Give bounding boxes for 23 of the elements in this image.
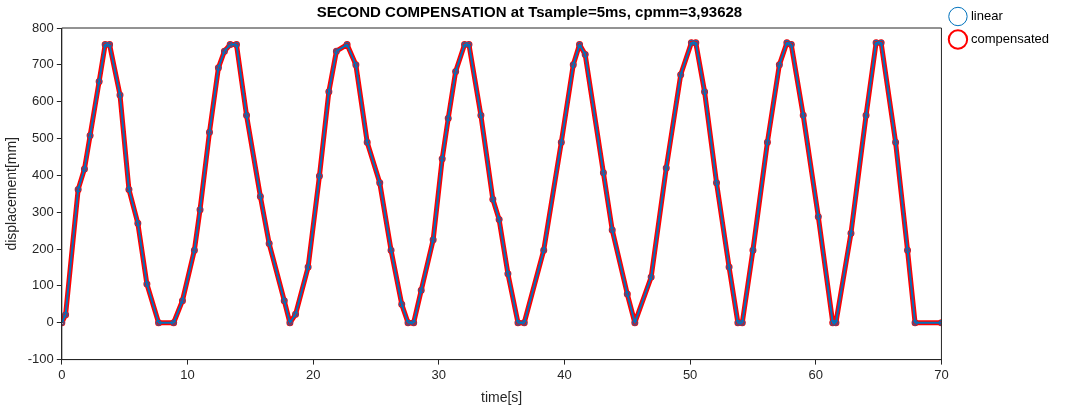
- x-tick-label: 50: [682, 366, 698, 382]
- y-axis-title: displacement[mm]: [3, 137, 20, 251]
- y-tick-label: 200: [32, 240, 54, 256]
- chart-title: SECOND COMPENSATION at Tsample=5ms, cpmm=3,93628: [316, 3, 743, 21]
- x-axis-title: time[s]: [481, 389, 523, 406]
- x-tick-label: 10: [180, 366, 195, 382]
- y-tick-label: 500: [32, 130, 54, 146]
- y-tick-label: -100: [27, 351, 54, 367]
- x-tick-label: 0: [58, 366, 66, 382]
- y-tick-label: 0: [46, 314, 54, 330]
- y-tick-label: 100: [32, 277, 54, 293]
- x-tick-label: 30: [431, 366, 447, 382]
- x-tick-label: 20: [305, 366, 321, 382]
- x-tick-label: 40: [557, 366, 572, 382]
- y-tick-label: 300: [32, 203, 54, 219]
- x-tick-label: 60: [808, 366, 824, 382]
- y-tick-label: 800: [32, 19, 54, 35]
- legend-label: compensated: [970, 31, 1050, 47]
- legend-label: linear: [970, 8, 1004, 24]
- y-tick-label: 700: [32, 56, 54, 72]
- y-tick-label: 600: [32, 93, 54, 109]
- y-tick-label: 400: [32, 166, 54, 182]
- x-tick-label: 70: [934, 366, 949, 382]
